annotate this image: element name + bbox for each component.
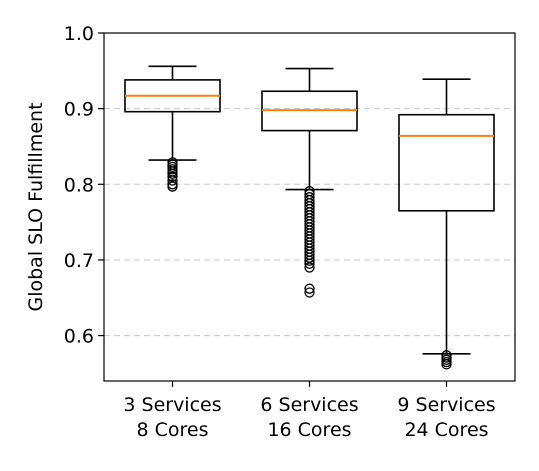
x-tick-label: 16 Cores [267, 419, 351, 441]
y-tick-label: 0.6 [64, 326, 94, 348]
y-tick-label: 0.8 [64, 174, 94, 196]
box-group [124, 65, 221, 192]
x-axis: 3 Services 8 Cores 6 Services 16 Cores 9 Ser… [123, 381, 496, 441]
outlier-point [304, 287, 315, 298]
outlier-point [304, 255, 315, 266]
outlier-point [167, 175, 178, 186]
outlier-point [304, 283, 315, 294]
x-tick-label: 9 Services [397, 394, 495, 416]
outlier-point [304, 252, 315, 263]
x-tick-label: 6 Services [260, 394, 358, 416]
y-tick-label: 1.0 [64, 23, 94, 45]
y-axis: 0.6 0.7 0.8 0.9 1.0 [64, 23, 104, 348]
box-iqr [398, 113, 495, 212]
x-tick-label: 3 Services [123, 394, 221, 416]
x-tick-label: 24 Cores [404, 419, 488, 441]
y-tick-label: 0.7 [64, 250, 94, 272]
box-series [124, 65, 495, 370]
outlier-point [167, 168, 178, 179]
y-tick-label: 0.9 [64, 99, 94, 121]
outlier-point [167, 171, 178, 182]
y-axis-label: Global SLO Fulfillment [25, 102, 47, 311]
x-tick-label: 8 Cores [136, 419, 208, 441]
outlier-point [304, 262, 315, 273]
box-group [398, 78, 495, 370]
box-group [261, 67, 358, 298]
outlier-point [441, 359, 452, 370]
outlier-point [304, 258, 315, 269]
outlier-point [167, 181, 178, 192]
